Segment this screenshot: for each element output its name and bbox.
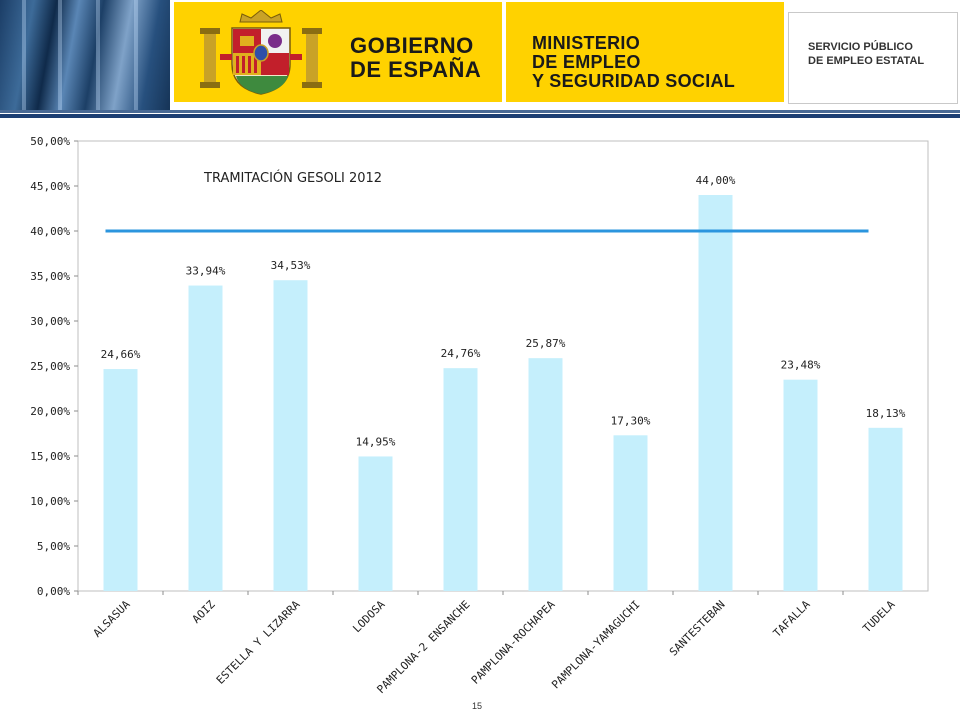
gobierno-line-2: DE ESPAÑA (350, 57, 482, 82)
category-label: PAMPLONA-ROCHAPEA (469, 598, 558, 687)
bar (358, 456, 393, 591)
sepe-line-2: DE EMPLEO ESTATAL (808, 55, 925, 67)
bar (273, 280, 308, 591)
data-label: 23,48% (781, 359, 821, 372)
data-label: 25,87% (526, 337, 566, 350)
y-tick-label: 40,00% (30, 225, 70, 238)
bar (783, 379, 818, 591)
bar (868, 427, 903, 591)
data-label: 17,30% (611, 414, 651, 427)
bar-chart: 0,00% 5,00% 10,00% 15,00% 20,00% 25,00% 30,00%… (30, 135, 929, 696)
y-tick-label: 15,00% (30, 450, 70, 463)
category-label: PAMPLONA-2 ENSANCHE (374, 598, 472, 696)
ministerio-panel (506, 2, 784, 102)
y-tick-label: 25,00% (30, 360, 70, 373)
data-label: 14,95% (356, 435, 396, 448)
category-label: SANTESTEBAN (667, 598, 728, 659)
ministerio-line-3: Y SEGURIDAD SOCIAL (532, 71, 736, 91)
header-divider (0, 110, 960, 113)
data-label: 33,94% (186, 265, 226, 278)
chart-title: TRAMITACIÓN GESOLI 2012 (203, 170, 382, 186)
category-label: PAMPLONA-YAMAGUCHI (549, 598, 642, 691)
bar (613, 435, 648, 591)
bar (698, 195, 733, 591)
gobierno-line-1: GOBIERNO (350, 33, 474, 58)
sepe-logo-panel (788, 12, 958, 104)
category-label: AOIZ (190, 598, 218, 626)
y-tick-label: 30,00% (30, 315, 70, 328)
data-label: 34,53% (271, 259, 311, 272)
y-tick-label: 45,00% (30, 180, 70, 193)
y-tick-label: 5,00% (37, 540, 70, 553)
gobierno-wordmark: GOBIERNO DE ESPAÑA (350, 34, 481, 82)
header-banner: GOBIERNO DE ESPAÑA MINISTERIO DE EMPLEO … (0, 0, 960, 110)
data-label: 18,13% (866, 407, 906, 420)
category-label: ESTELLA Y LIZARRA (214, 598, 303, 687)
ministerio-line-2: DE EMPLEO (532, 52, 641, 72)
category-label: TUDELA (860, 598, 898, 636)
sepe-wordmark: SERVICIO PÚBLICO DE EMPLEO ESTATAL (808, 40, 924, 68)
category-label: TAFALLA (771, 598, 813, 640)
bar (443, 368, 478, 591)
sepe-line-1: SERVICIO PÚBLICO (808, 41, 913, 53)
header-photo (0, 0, 170, 110)
page-number: 15 (472, 701, 483, 711)
bar (188, 285, 223, 591)
data-label: 24,66% (101, 348, 141, 361)
y-tick-label: 50,00% (30, 135, 70, 148)
ministerio-line-1: MINISTERIO (532, 33, 641, 53)
y-tick-label: 10,00% (30, 495, 70, 508)
data-label: 44,00% (696, 174, 736, 187)
coat-of-arms-icon (200, 10, 322, 95)
bar (103, 369, 138, 591)
bar (528, 358, 563, 591)
ministerio-wordmark: MINISTERIO DE EMPLEO Y SEGURIDAD SOCIAL (532, 34, 735, 91)
header-divider-dark (0, 114, 960, 118)
category-label: LODOSA (350, 598, 388, 636)
y-tick-label: 35,00% (30, 270, 70, 283)
y-tick-label: 20,00% (30, 405, 70, 418)
y-tick-label: 0,00% (37, 585, 70, 598)
data-label: 24,76% (441, 347, 481, 360)
gobierno-logo-panel (174, 2, 502, 102)
category-label: ALSASUA (91, 598, 133, 640)
